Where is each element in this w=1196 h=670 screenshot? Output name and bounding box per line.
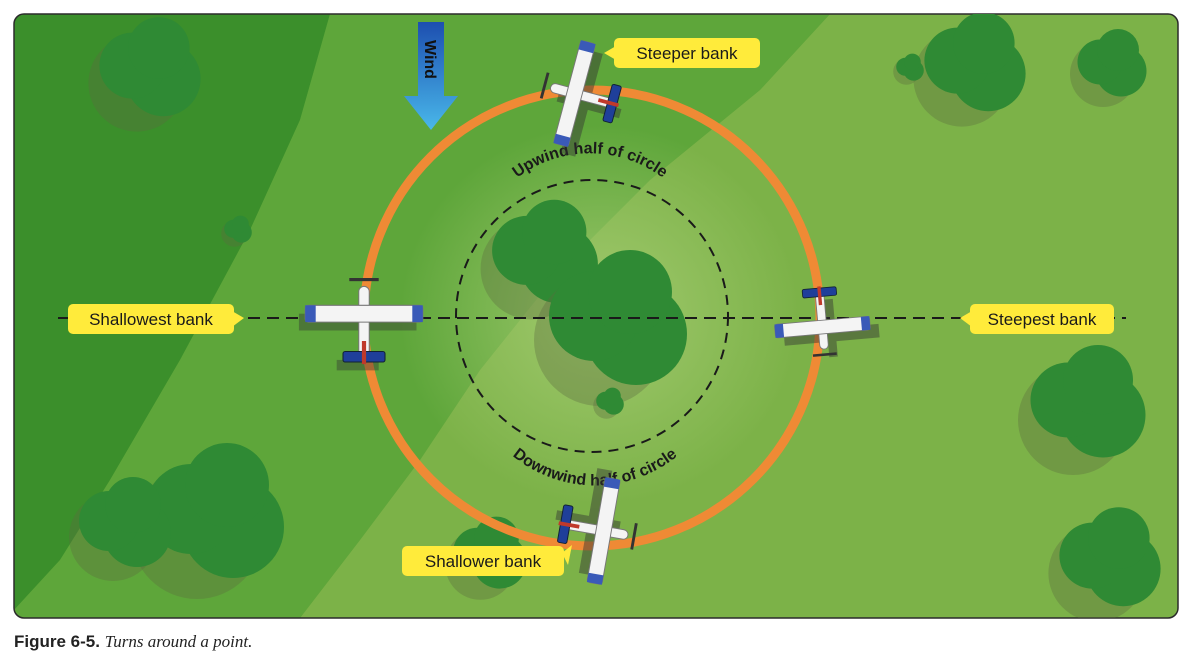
wind-arrow-icon: Wind: [404, 22, 458, 130]
figure-number: Figure 6-5.: [14, 632, 100, 651]
figure-caption: Figure 6-5. Turns around a point.: [14, 632, 252, 652]
callout-steepest-bank: Steepest bank: [960, 304, 1114, 334]
airplane-icon: [298, 277, 424, 371]
airplane-icon: [529, 33, 633, 158]
svg-text:Shallowest bank: Shallowest bank: [89, 310, 213, 329]
diagram-frame: [13, 13, 1179, 619]
figure-caption-text: Turns around a point.: [104, 632, 253, 651]
svg-text:Steepest bank: Steepest bank: [988, 310, 1097, 329]
svg-text:Shallower bank: Shallower bank: [425, 552, 542, 571]
svg-text:Steeper bank: Steeper bank: [636, 44, 738, 63]
callout-shallower-bank: Shallower bank: [402, 545, 572, 576]
airplane-icon: [771, 281, 880, 361]
callout-shallowest-bank: Shallowest bank: [68, 304, 244, 334]
reference-dashed-circle: [455, 179, 729, 453]
wind-label: Wind: [421, 40, 438, 79]
airplane-icon: [548, 468, 646, 590]
callout-steeper-bank: Steeper bank: [604, 38, 760, 68]
